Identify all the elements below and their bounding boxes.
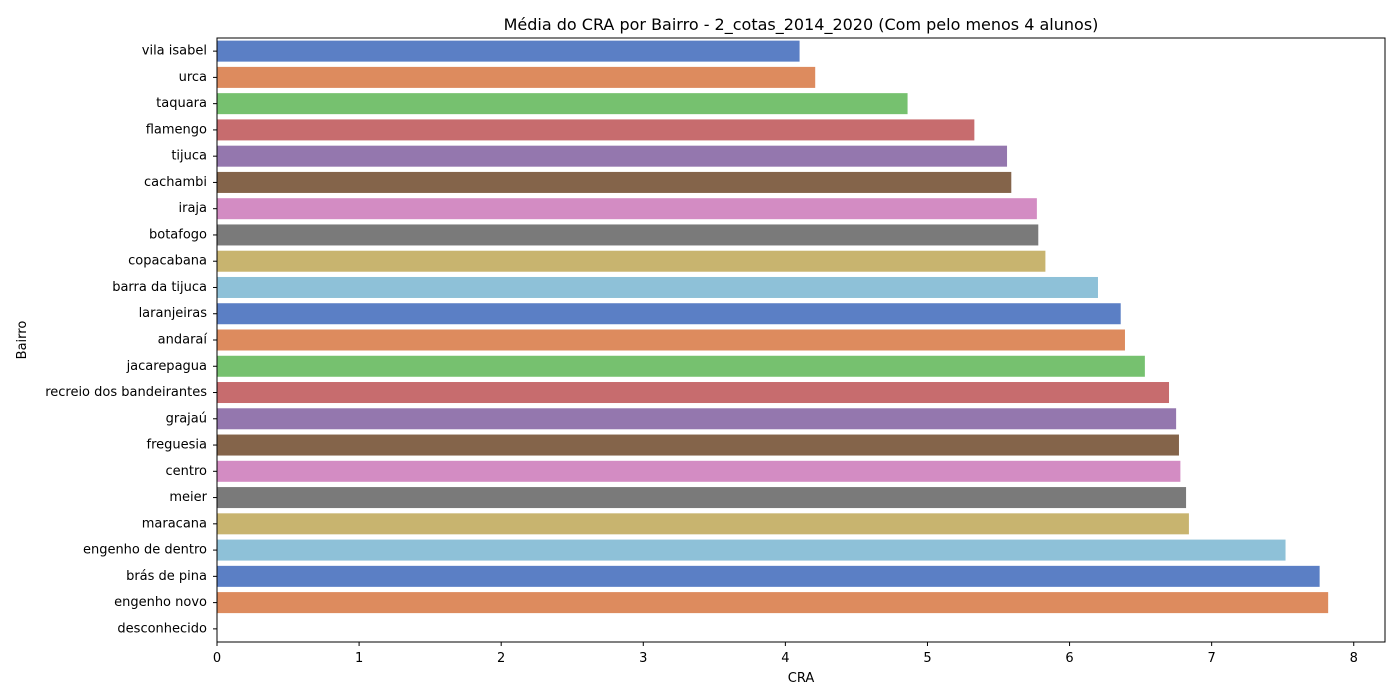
bar-flamengo: [217, 119, 975, 141]
x-tick-label: 0: [213, 651, 221, 666]
y-tick-label: freguesia: [147, 438, 207, 453]
bar-recreio-dos-bandeirantes: [217, 382, 1170, 404]
y-tick-label: brás de pina: [126, 569, 207, 584]
y-tick-label: andaraí: [158, 333, 208, 348]
y-tick-label: iraja: [178, 201, 207, 216]
x-tick-label: 8: [1350, 651, 1358, 666]
bar-jacarepagua: [217, 355, 1145, 377]
y-tick-label: cachambi: [144, 175, 207, 190]
y-tick-label: grajaú: [166, 411, 207, 426]
bar-barra-da-tijuca: [217, 276, 1098, 298]
bar-centro: [217, 460, 1181, 482]
x-tick-label: 1: [355, 651, 363, 666]
x-tick-label: 3: [639, 651, 647, 666]
bar-meier: [217, 487, 1187, 509]
bar-botafogo: [217, 224, 1039, 246]
bar-urca: [217, 66, 816, 88]
x-tick-label: 5: [923, 651, 931, 666]
bars-layer: [217, 40, 1329, 614]
bar-andaraí: [217, 329, 1125, 351]
y-tick-label: recreio dos bandeirantes: [45, 385, 207, 400]
y-tick-label: jacarepagua: [126, 359, 207, 374]
chart-title: Média do CRA por Bairro - 2_cotas_2014_2…: [504, 15, 1099, 35]
y-tick-label: botafogo: [149, 227, 207, 242]
y-tick-label: centro: [166, 464, 208, 479]
y-tick-label: tijuca: [171, 149, 207, 164]
x-tick-label: 4: [781, 651, 789, 666]
bar-tijuca: [217, 145, 1008, 167]
x-axis-ticks: 0 1 2 3 4 5 6 7 8: [213, 642, 1358, 666]
bar-laranjeiras: [217, 303, 1121, 325]
bar-copacabana: [217, 250, 1046, 272]
bar-iraja: [217, 198, 1037, 220]
x-tick-label: 6: [1065, 651, 1073, 666]
bar-freguesia: [217, 434, 1179, 456]
bar-maracana: [217, 513, 1189, 535]
bar-grajaú: [217, 408, 1177, 430]
y-tick-label: vila isabel: [142, 44, 207, 59]
bar-vila-isabel: [217, 40, 800, 62]
y-tick-label: taquara: [156, 96, 207, 111]
y-tick-label: engenho novo: [114, 595, 207, 610]
y-tick-label: flamengo: [146, 122, 207, 137]
x-tick-label: 2: [497, 651, 505, 666]
y-tick-label: maracana: [142, 516, 207, 531]
bar-brás-de-pina: [217, 565, 1320, 587]
y-tick-label: barra da tijuca: [112, 280, 207, 295]
bar-taquara: [217, 93, 908, 115]
y-tick-label: desconhecido: [117, 621, 207, 636]
bar-engenho-novo: [217, 592, 1329, 614]
y-tick-label: engenho de dentro: [83, 543, 207, 558]
y-tick-label: urca: [179, 70, 207, 85]
y-axis-ticks: vila isabel urca taquara flamengo tijuca cach…: [45, 44, 217, 636]
x-tick-label: 7: [1208, 651, 1216, 666]
y-tick-label: meier: [169, 490, 207, 505]
y-axis-title: Bairro: [15, 321, 30, 360]
y-tick-label: copacabana: [128, 254, 207, 269]
bar-engenho-de-dentro: [217, 539, 1286, 561]
x-axis-title: CRA: [788, 671, 815, 686]
plot-frame: [216, 37, 1386, 643]
y-tick-label: laranjeiras: [139, 306, 208, 321]
bar-cachambi: [217, 171, 1012, 193]
